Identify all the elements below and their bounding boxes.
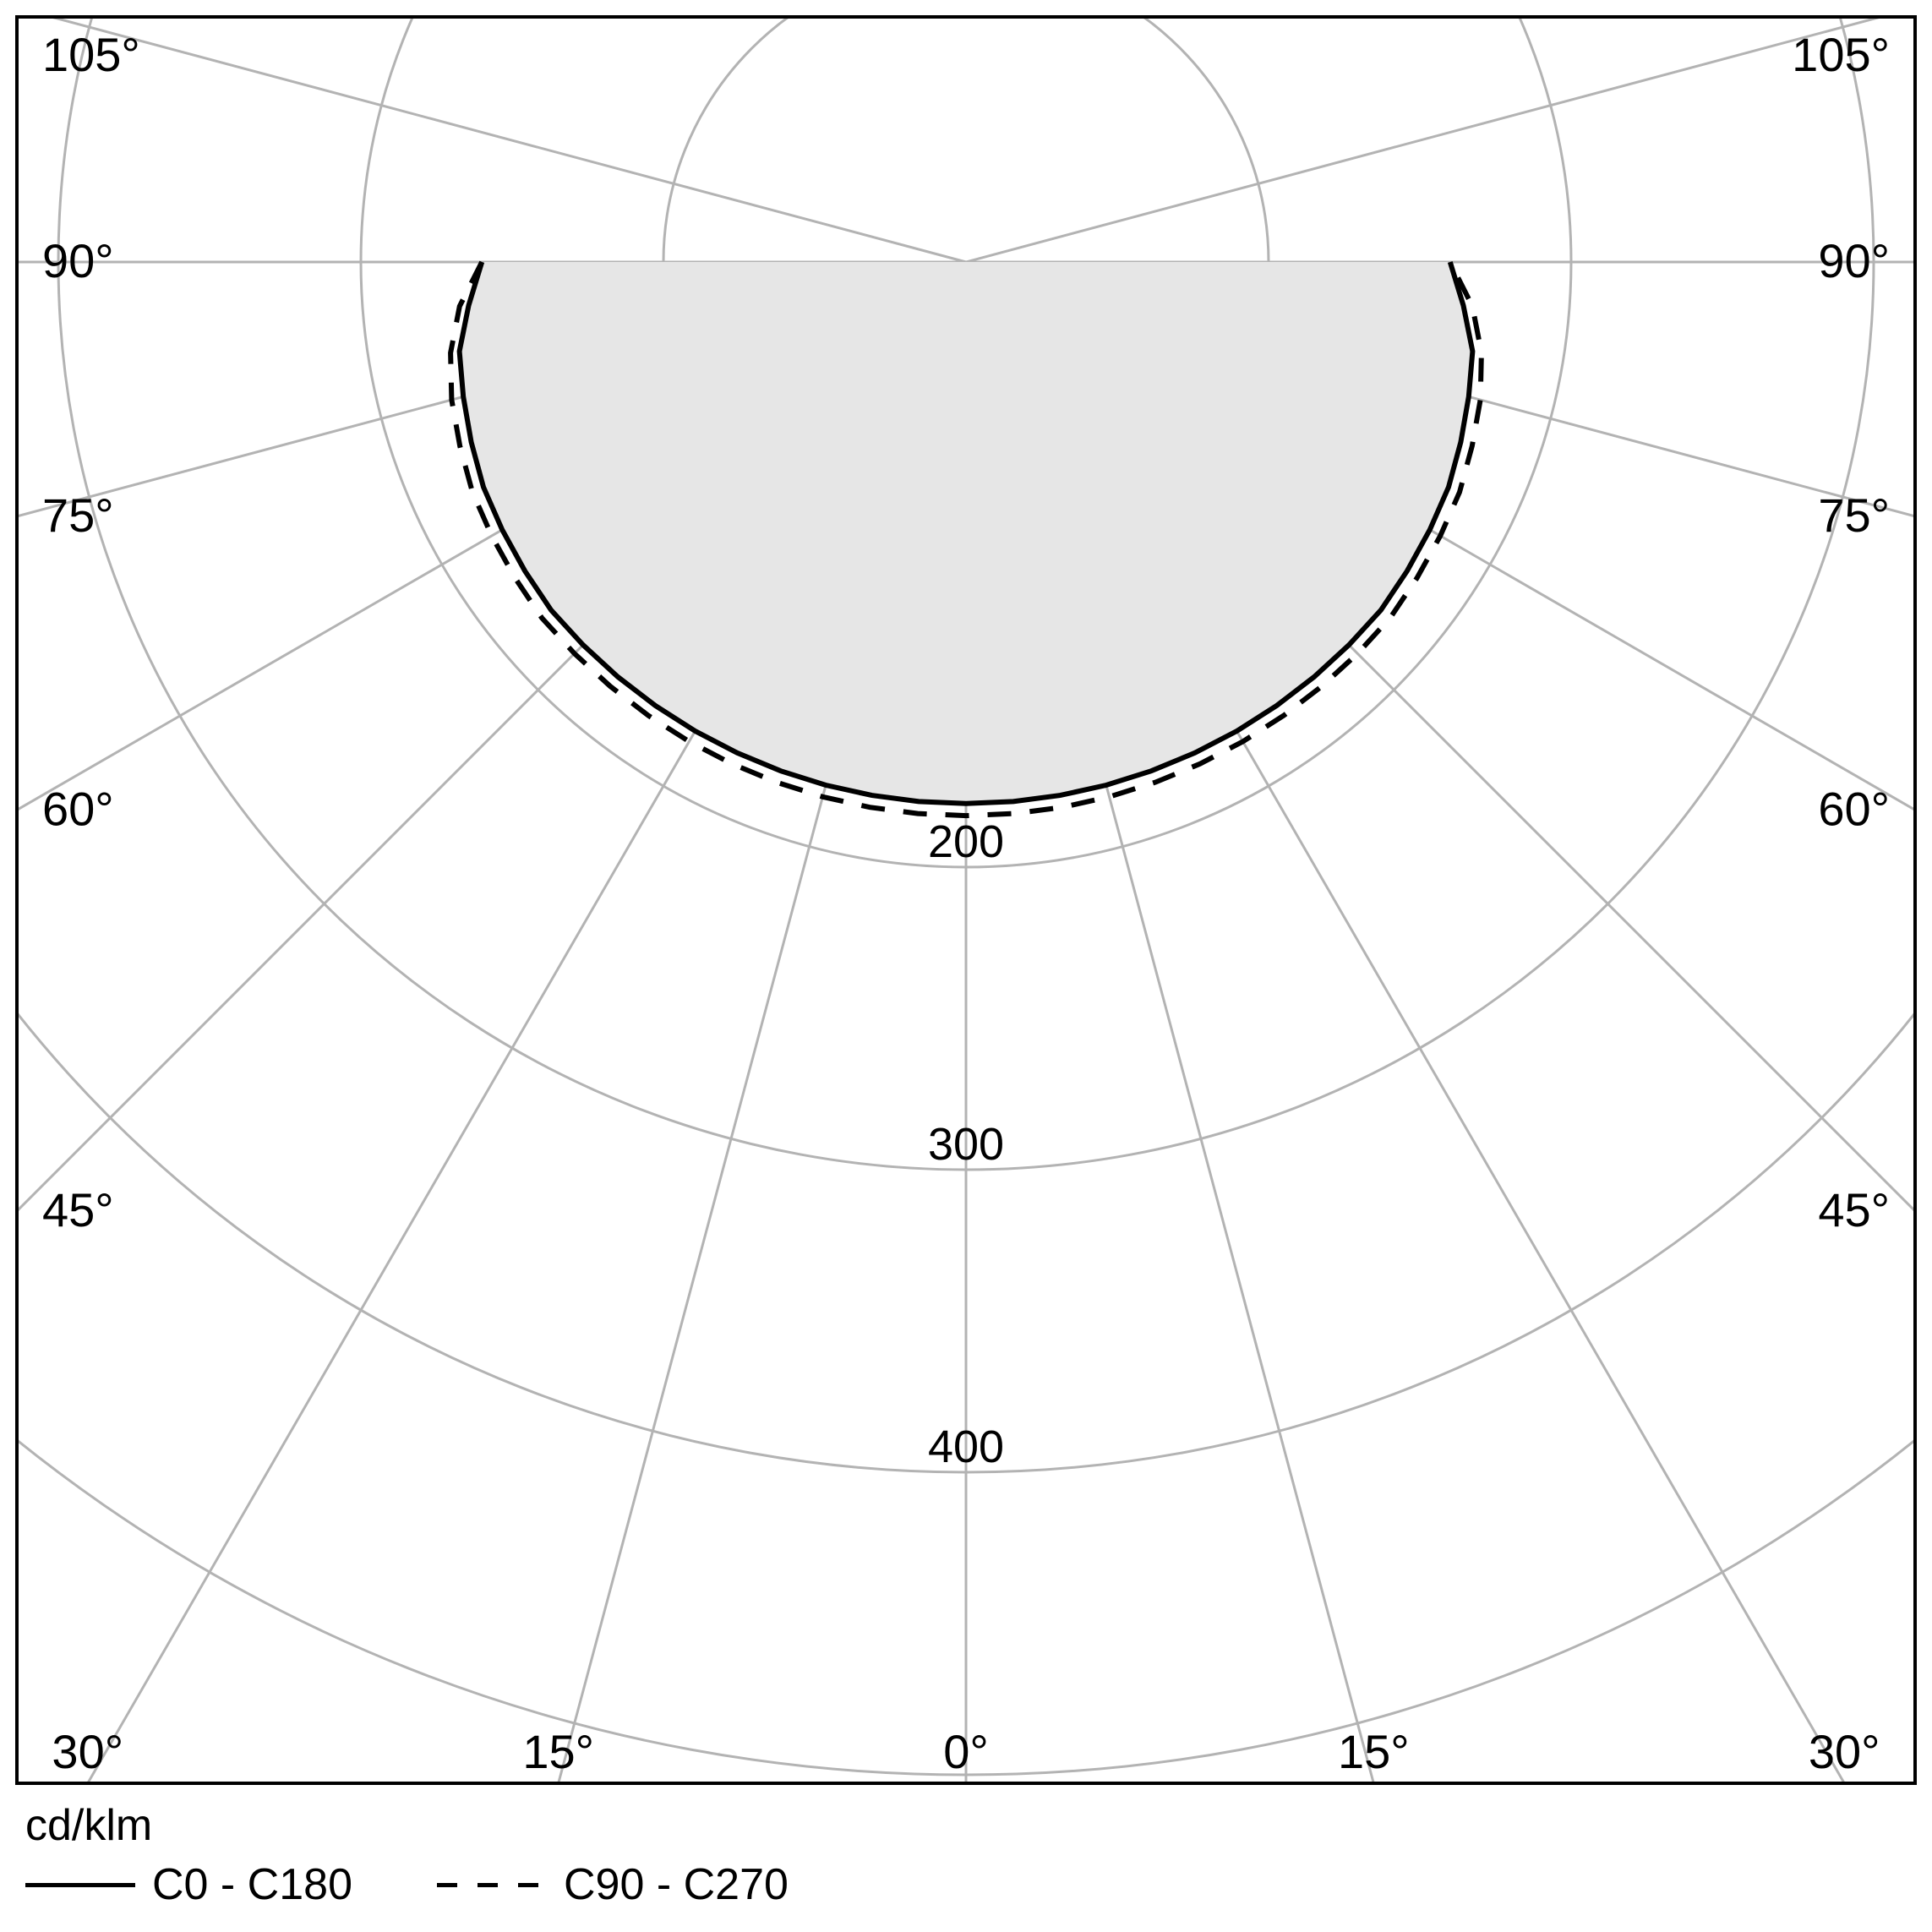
legend-label-solid: C0 - C180: [152, 1859, 352, 1910]
legend-label-dashed: C90 - C270: [564, 1859, 789, 1910]
svg-text:75°: 75°: [1818, 488, 1890, 542]
svg-text:45°: 45°: [42, 1183, 114, 1236]
svg-text:45°: 45°: [1818, 1183, 1890, 1236]
svg-text:105°: 105°: [1792, 28, 1890, 81]
svg-text:105°: 105°: [42, 28, 140, 81]
svg-text:200: 200: [928, 816, 1004, 867]
svg-text:300: 300: [928, 1119, 1004, 1170]
svg-text:15°: 15°: [522, 1725, 594, 1778]
svg-text:30°: 30°: [1809, 1725, 1880, 1778]
svg-text:30°: 30°: [52, 1725, 123, 1778]
svg-text:90°: 90°: [1818, 234, 1890, 287]
svg-text:90°: 90°: [42, 234, 114, 287]
polar-chart-svg: 200 300 400 105° 90° 75° 60° 45° 30° 15° 0° 15° 30° 4…: [0, 0, 1932, 1932]
svg-text:60°: 60°: [42, 782, 114, 835]
legend-row: C0 - C180 C90 - C270: [25, 1859, 789, 1910]
svg-text:60°: 60°: [1818, 782, 1890, 835]
svg-text:0°: 0°: [943, 1725, 989, 1778]
polar-chart-container: 200 300 400 105° 90° 75° 60° 45° 30° 15° 0° 15° 30° 4…: [0, 0, 1932, 1932]
svg-text:400: 400: [928, 1422, 1004, 1472]
legend-swatch-solid: [25, 1883, 135, 1887]
legend-unit: cd/klm: [25, 1800, 789, 1851]
svg-text:15°: 15°: [1338, 1725, 1410, 1778]
svg-text:75°: 75°: [42, 488, 114, 542]
legend: cd/klm C0 - C180 C90 - C270: [25, 1800, 789, 1910]
legend-swatch-dashed: [437, 1883, 547, 1887]
